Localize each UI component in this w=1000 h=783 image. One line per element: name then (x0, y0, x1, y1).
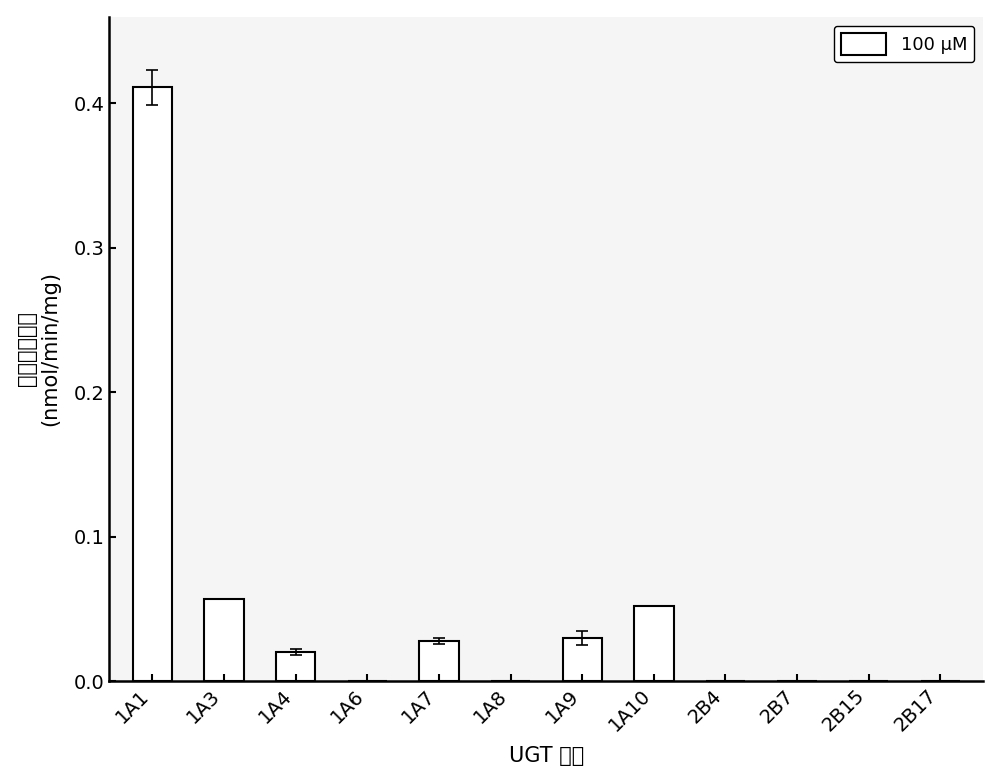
Bar (204, 599, 244, 681)
Bar (563, 638, 602, 681)
Legend: 100 μM: 100 μM (834, 26, 974, 62)
X-axis label: UGT 亚型: UGT 亚型 (509, 746, 584, 767)
Bar (276, 652, 315, 681)
Bar (634, 606, 674, 681)
Bar (419, 640, 459, 681)
Bar (133, 88, 172, 681)
Y-axis label: 产物生成速率
(nmol/min/mg): 产物生成速率 (nmol/min/mg) (17, 272, 60, 427)
